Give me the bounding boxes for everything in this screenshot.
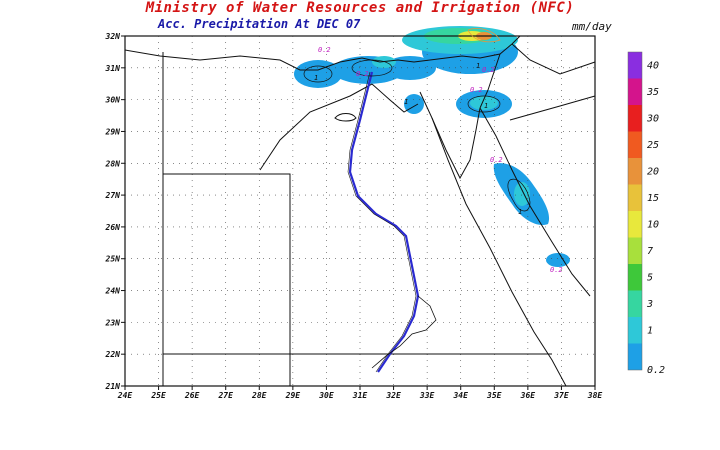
precip-area-red-sea-core [514,182,530,206]
colorbar-level-label: 30 [646,113,659,124]
contour-labels: 0.2 0.2 0.2 0.2 0.2 0.2 1 1 1 1 1 [314,46,563,274]
lon-tick-label: 30E [318,391,334,400]
red-sea-coast-east [479,107,591,297]
contour-delta-core [351,59,393,77]
map-title: Ministry of Water Resources and Irrigati… [145,0,575,16]
precip-area-delta-east [384,56,436,80]
lat-tick-label: 31N [105,64,121,73]
contour-label: 1 [314,74,318,82]
lat-tick-label: 26N [105,223,121,232]
lat-tick-label: 29N [105,127,121,136]
contour-label: 1 [518,208,522,216]
lat-tick-label: 30N [105,96,121,105]
colorbar-level-label: 25 [647,140,659,151]
contour-red-sea [507,178,531,212]
desert-contour [259,83,373,171]
contour-delta-west [303,65,333,83]
colorbar-level-label: 35 [646,87,659,98]
precipitation-areas [294,26,570,267]
lon-tick-label: 38E [587,391,603,400]
colorbar-swatch [628,78,642,105]
precipitation-contours [303,28,531,212]
lat-tick-label: 24N [105,287,121,296]
colorbar-level-label: 40 [647,60,659,71]
colorbar-level-label: 0.2 [647,365,665,376]
contour-label: 1 [404,98,408,106]
lat-tick-label: 32N [105,32,121,41]
precip-area-delta-west [294,60,342,88]
sinai-border [479,53,501,109]
lat-tick-label: 22N [105,350,121,359]
contour-label: 1 [484,102,488,110]
contour-sinai-mid [467,95,501,113]
nile-river-line [348,71,420,373]
map-subtitle: Acc. Precipitation At DEC 07 [158,17,361,31]
colorbar-level-label: 15 [647,193,659,204]
nile-river [347,71,437,373]
colorbar-border [627,51,643,371]
lon-tick-label: 33E [419,391,435,400]
colorbar-swatch [628,317,642,344]
colorbar-swatch [628,290,642,317]
lon-tick-label: 34E [452,391,468,400]
colorbar-swatch [628,264,642,291]
lat-tick-label: 28N [105,159,121,168]
latitude-ticks: 21N 22N 23N 24N 25N 26N 27N 28N 29N 30N 31N 32N [105,32,125,391]
lon-tick-label: 24E [117,391,133,400]
lon-tick-label: 36E [520,391,536,400]
lat-tick-label: 23N [105,318,121,327]
colorbar-swatch [628,105,642,132]
colorbar-level-label: 1 [647,325,653,336]
lake-nasser [371,295,437,369]
red-sea-coast-west [431,117,567,387]
colorbar-swatch [628,343,642,370]
colorbar-level-label: 20 [647,166,659,177]
colorbar-level-label: 3 [646,299,653,310]
contour-label: 0.2 [490,156,503,164]
lon-tick-label: 28E [251,391,267,400]
colorbar-swatch [628,184,642,211]
jordan-border [511,43,596,75]
contour-label: 0.2 [550,266,563,274]
colorbar-swatch [628,131,642,158]
contour-sea-orange [467,28,501,43]
lon-tick-label: 37E [553,391,569,400]
nile-river-outline [347,71,417,373]
units-label: mm/day [572,20,612,33]
lon-tick-label: 35E [486,391,502,400]
contour-label: 0.2 [482,66,495,74]
mediterranean-coastline [124,35,521,71]
precip-area-south-coast [546,253,570,267]
contour-label: 0.2 [356,70,369,78]
lon-tick-label: 26E [184,391,200,400]
colorbar-swatch [628,237,642,264]
qattara-outline [334,113,357,122]
colorbar-level-label: 7 [647,246,653,257]
saudi-border [509,95,596,121]
colorbar-swatch [628,211,642,238]
contour-label: 0.2 [318,46,331,54]
colorbar-level-label: 10 [647,219,659,230]
chad-libya-border [163,173,291,386]
contour-label: 0.2 [470,86,483,94]
contour-label: 1 [476,62,480,70]
lon-tick-label: 31E [352,391,368,400]
oasis-contour [371,83,419,113]
lat-tick-label: 25N [105,255,121,264]
longitude-ticks: 24E 25E 26E 27E 28E 29E 30E 31E 32E 33E 34E 35E 36E 3… [117,386,603,400]
lon-tick-label: 29E [285,391,301,400]
lat-tick-label: 21N [105,382,121,391]
lon-tick-label: 27E [217,391,233,400]
country-borders [124,35,596,387]
colorbar-swatch [628,52,642,79]
lon-tick-label: 32E [385,391,401,400]
colorbar-swatch [628,158,642,185]
lon-tick-label: 25E [150,391,166,400]
colorbar-level-label: 5 [647,272,653,283]
lat-tick-label: 27N [105,191,121,200]
